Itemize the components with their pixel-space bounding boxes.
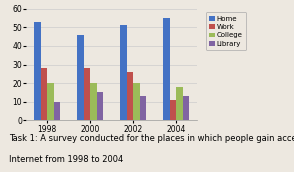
Bar xyxy=(47,83,54,120)
Bar xyxy=(120,25,127,120)
Bar xyxy=(77,35,84,120)
Bar xyxy=(97,92,103,120)
Text: Internet from 1998 to 2004: Internet from 1998 to 2004 xyxy=(9,155,123,164)
Bar xyxy=(127,72,133,120)
Bar xyxy=(170,100,176,120)
Bar xyxy=(34,22,41,120)
Bar xyxy=(140,96,146,120)
Bar xyxy=(133,83,140,120)
Bar xyxy=(183,96,189,120)
Legend: Home, Work, College, Library: Home, Work, College, Library xyxy=(206,12,246,50)
Bar xyxy=(176,87,183,120)
Text: Task 1: A survey conducted for the places in which people gain access to the: Task 1: A survey conducted for the place… xyxy=(9,134,294,143)
Bar xyxy=(84,68,90,120)
Bar xyxy=(163,18,170,120)
Bar xyxy=(90,83,97,120)
Bar xyxy=(54,102,60,120)
Bar xyxy=(41,68,47,120)
